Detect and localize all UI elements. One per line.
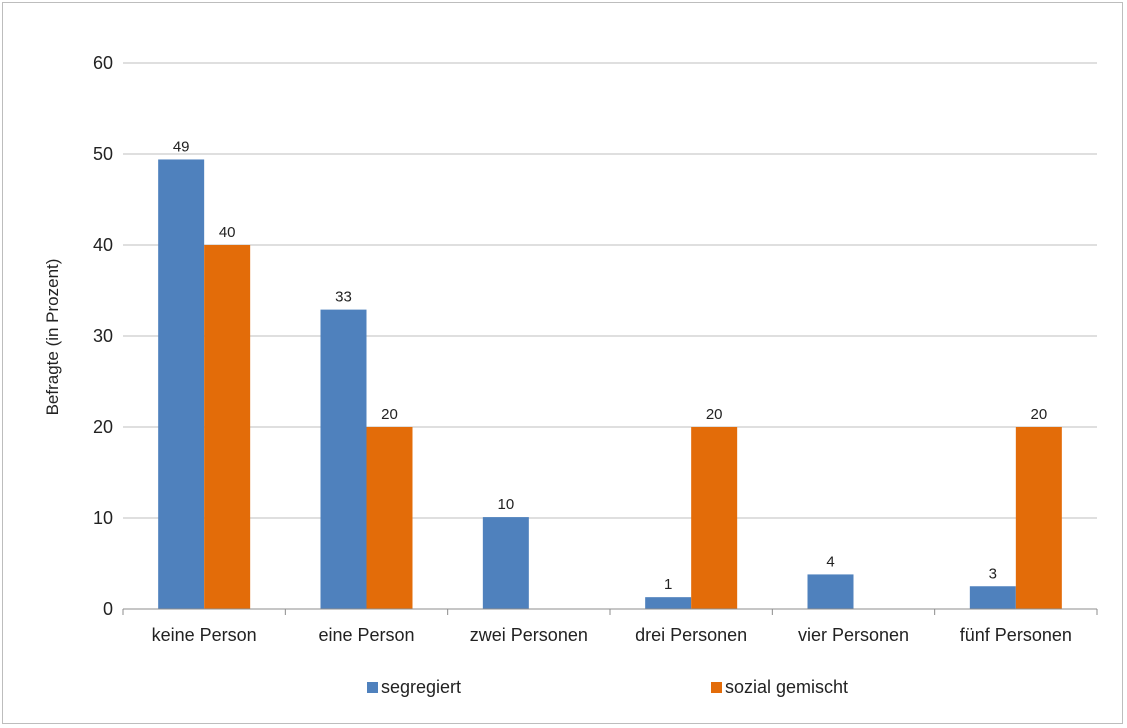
bar-segregiert-4 xyxy=(807,574,854,609)
data-label: 1 xyxy=(664,576,672,593)
x-category-label: keine Person xyxy=(152,625,257,645)
y-tick-label: 40 xyxy=(93,235,113,255)
x-axis xyxy=(122,608,1098,615)
x-axis-categories: keine Person eine Person zwei Personen drei… xyxy=(152,625,1072,645)
y-tick-label: 10 xyxy=(93,508,113,528)
bar-segregiert-1 xyxy=(320,309,367,609)
bar-sozial-gemischt-3 xyxy=(691,427,738,609)
bar-sozial-gemischt-0 xyxy=(204,245,251,609)
x-category-label: zwei Personen xyxy=(470,625,588,645)
x-category-label: drei Personen xyxy=(635,625,747,645)
bar-sozial-gemischt-1 xyxy=(366,427,413,609)
data-label: 4 xyxy=(826,553,834,570)
y-axis-label: Befragte (in Prozent) xyxy=(43,259,62,416)
data-label: 33 xyxy=(335,289,352,306)
bar-segregiert-5 xyxy=(969,586,1016,609)
legend-swatch xyxy=(367,682,378,693)
data-label: 20 xyxy=(1030,406,1047,423)
legend-swatch xyxy=(711,682,722,693)
data-label: 3 xyxy=(989,565,997,582)
y-tick-label: 20 xyxy=(93,417,113,437)
data-label: 20 xyxy=(381,406,398,423)
x-category-label: fünf Personen xyxy=(960,625,1072,645)
x-category-label: eine Person xyxy=(318,625,414,645)
bars xyxy=(158,159,1062,609)
bar-segregiert-0 xyxy=(158,159,205,609)
legend: segregiert sozial gemischt xyxy=(367,677,848,697)
data-labels: 49 40 33 20 10 1 20 4 3 20 xyxy=(173,138,1047,593)
legend-label: segregiert xyxy=(381,677,461,697)
data-label: 10 xyxy=(497,496,514,513)
legend-label: sozial gemischt xyxy=(725,677,848,697)
bar-sozial-gemischt-5 xyxy=(1015,427,1062,609)
data-label: 40 xyxy=(219,224,236,241)
y-tick-label: 0 xyxy=(103,599,113,619)
data-label: 49 xyxy=(173,138,190,155)
y-tick-label: 30 xyxy=(93,326,113,346)
y-tick-label: 50 xyxy=(93,144,113,164)
bar-segregiert-2 xyxy=(482,517,529,609)
y-axis-ticks: 0 10 20 30 40 50 60 xyxy=(93,53,113,619)
data-label: 20 xyxy=(706,406,723,423)
y-tick-label: 60 xyxy=(93,53,113,73)
bar-segregiert-3 xyxy=(645,597,692,609)
gridlines xyxy=(123,62,1097,519)
x-category-label: vier Personen xyxy=(798,625,909,645)
